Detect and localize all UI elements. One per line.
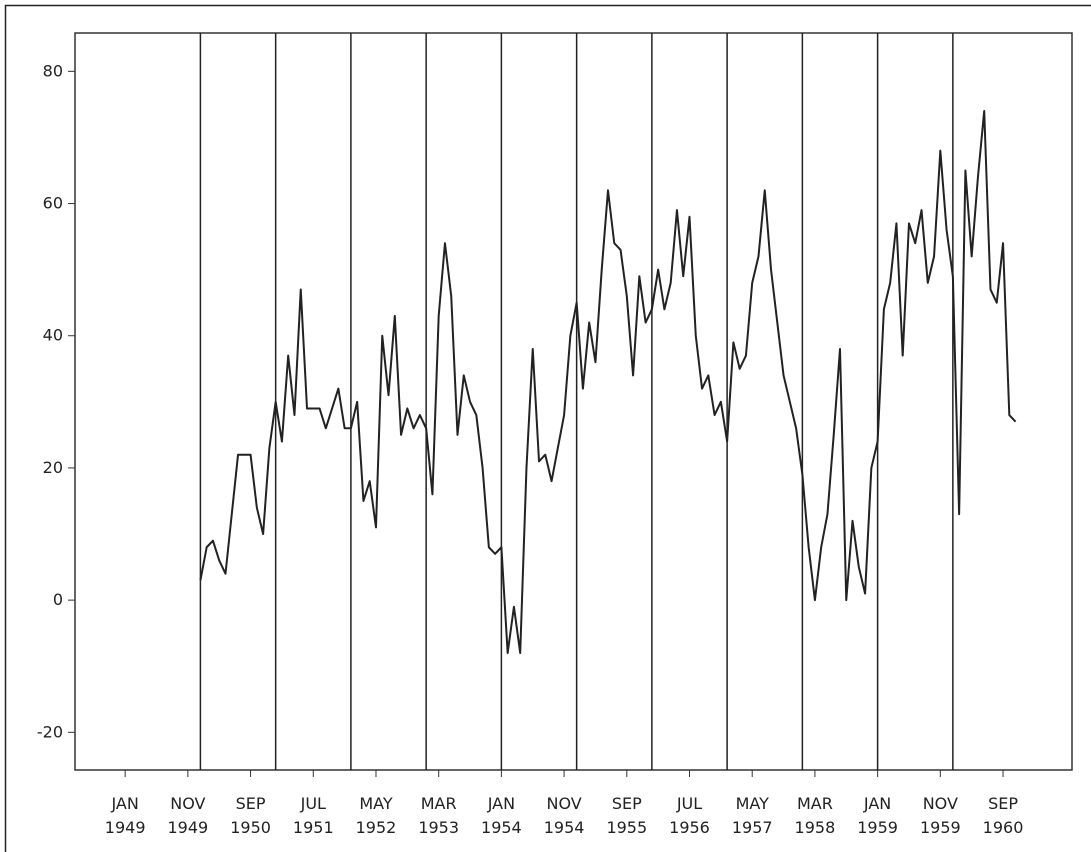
y-tick-label: 0: [53, 590, 63, 609]
plot-area: [75, 33, 1072, 770]
data-line: [200, 111, 1015, 653]
y-tick-label: -20: [37, 722, 63, 741]
y-tick-label: 60: [43, 194, 63, 213]
frame: [6, 6, 1091, 852]
y-tick-label: 40: [43, 326, 63, 345]
chart: -20 0 20 40 60 80 JAN1949 NOV1949 SEP1950 JUL1951…: [0, 0, 1091, 852]
y-tick-label: 80: [43, 61, 63, 80]
y-tick-label: 20: [43, 458, 63, 477]
